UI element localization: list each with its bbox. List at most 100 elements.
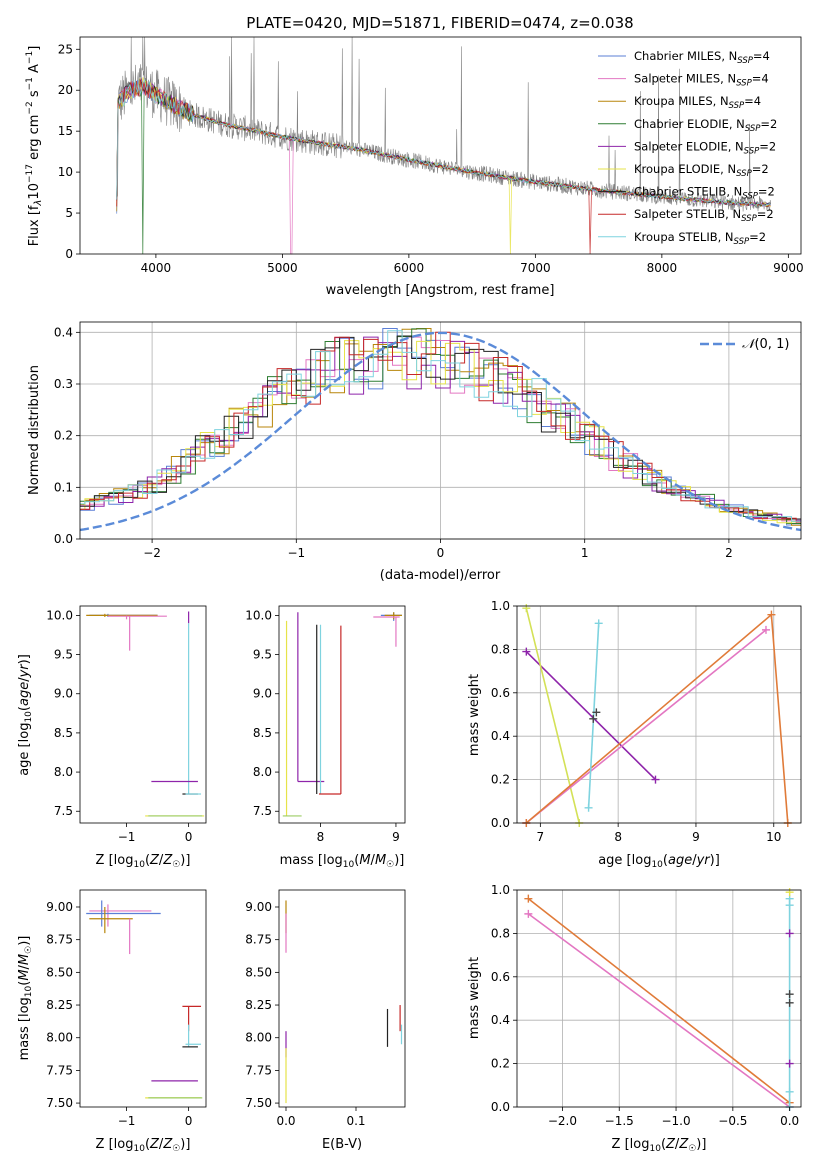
y-tick-label: 7.5 [54, 804, 73, 818]
residual-y-ticks: 0.0 0.1 0.2 0.3 0.4 [54, 325, 80, 546]
y-tick-label: 8.00 [245, 1031, 272, 1045]
y-tick-label: 7.75 [245, 1063, 272, 1077]
x-tick-label: 8 [317, 830, 325, 844]
x-tick-label: 0.0 [276, 1114, 295, 1128]
metallicity-mass-y-label: mass [log10(M/M☉)] [17, 936, 34, 1061]
legend-label: Chabrier ELODIE, NSSP=2 [634, 117, 777, 134]
legend-label: Salpeter STELIB, NSSP=2 [634, 207, 774, 224]
y-tick-label: 8.5 [253, 726, 272, 740]
metallicity-weight-lines [524, 888, 794, 1111]
metallicity-age-errorbars [86, 611, 205, 817]
metallicity-age-x-label: Z [log10(Z/Z☉)] [96, 853, 191, 870]
age-weight-panel: 7 8 9 10 0.0 0.2 0.4 0.6 0.8 1.0 age [log10(age/… [467, 599, 802, 870]
mass-weight-line [525, 651, 657, 781]
y-tick-label: 0.0 [54, 532, 73, 546]
x-tick-label: −0.5 [718, 1114, 747, 1128]
metallicity-age-y-label: age [log10(age/yr)] [17, 654, 34, 776]
mass-weight-marker [767, 610, 776, 619]
y-tick-label: 0.1 [54, 480, 73, 494]
x-tick-label: 6000 [394, 261, 425, 275]
legend-subscript: SSP [737, 56, 753, 66]
extinction-mass-errorbars [285, 900, 403, 1104]
mass-weight-marker [594, 619, 603, 628]
legend-subscript: SSP [734, 237, 750, 247]
observed-spectrum [116, 36, 771, 212]
y-tick-label: 7.75 [46, 1063, 73, 1077]
y-tick-label: 0.2 [491, 1057, 510, 1071]
x-tick-label: 0.1 [346, 1114, 365, 1128]
legend-subscript: SSP [736, 169, 752, 179]
spectrum-panel: PLATE=0420, MJD=51871, FIBERID=0474, z=0… [25, 14, 804, 298]
mass-weight-marker [785, 929, 794, 938]
x-tick-label: 10 [766, 830, 781, 844]
y-tick-label: 10.0 [46, 608, 73, 622]
mass-weight-marker [785, 998, 794, 1007]
mass-weight-marker [524, 894, 533, 903]
y-tick-label: 9.0 [253, 687, 272, 701]
mass-weight-marker [761, 625, 770, 634]
age-weight-y-label: mass weight [467, 674, 482, 756]
y-tick-label: 0.0 [491, 816, 510, 830]
mass-weight-marker [524, 909, 533, 918]
x-tick-label: 4000 [141, 261, 172, 275]
legend-value: =4 [752, 72, 769, 86]
mass-age-y-ticks: 7.5 8.0 8.5 9.0 9.5 10.0 [245, 608, 279, 818]
age-weight-x-ticks: 7 8 9 10 [537, 823, 781, 844]
spectrum-legend: Chabrier MILES, NSSP=4 Salpeter MILES, NS… [598, 49, 777, 247]
legend-subscript: SSP [745, 124, 761, 134]
x-tick-label: 0 [437, 546, 445, 560]
metallicity-weight-x-label: Z [log10(Z/Z☉)] [612, 1137, 707, 1154]
x-tick-label: 0.0 [780, 1114, 799, 1128]
y-tick-label: 7.50 [245, 1096, 272, 1110]
legend-value: =2 [760, 117, 777, 131]
metallicity-weight-axes-frame [516, 889, 802, 1108]
mass-weight-line [525, 629, 767, 824]
y-tick-label: 8.0 [54, 765, 73, 779]
legend-subscript: SSP [736, 79, 752, 89]
y-tick-label: 0.0 [491, 1100, 510, 1114]
legend-label: Salpeter ELODIE, NSSP=2 [634, 139, 776, 156]
metallicity-mass-panel: −1 0 7.50 7.75 8.00 8.25 8.50 8.75 9.00 Z [log1… [17, 889, 207, 1154]
model-spectrum-line [116, 78, 771, 207]
spectrum-data [116, 36, 771, 212]
y-tick-label: 0.8 [491, 642, 510, 656]
y-tick-label: 8.50 [245, 965, 272, 979]
residual-histogram-step [80, 336, 801, 524]
extinction-mass-axes-frame [278, 889, 406, 1108]
spectrum-y-ticks: 0 5 10 15 20 25 [58, 42, 80, 261]
x-tick-label: −1.0 [661, 1114, 690, 1128]
y-tick-label: 0.8 [491, 926, 510, 940]
y-tick-label: 0.3 [54, 377, 73, 391]
y-tick-label: 8.75 [245, 933, 272, 947]
residual-histogram-step [80, 336, 801, 521]
metallicity-mass-y-ticks: 7.50 7.75 8.00 8.25 8.50 8.75 9.00 [46, 900, 80, 1110]
legend-value: =2 [759, 139, 776, 153]
mass-age-axes-frame [278, 605, 406, 824]
x-tick-label: −1 [287, 546, 305, 560]
mass-age-x-label: mass [log10(M/M☉)] [280, 853, 405, 870]
legend-label: Kroupa MILES, NSSP=4 [634, 94, 761, 111]
metallicity-weight-grid [517, 889, 801, 1108]
y-tick-label: 8.25 [245, 998, 272, 1012]
mass-weight-line [525, 608, 580, 824]
y-tick-label: 25 [58, 42, 73, 56]
extinction-mass-panel: 0.0 0.1 7.50 7.75 8.00 8.25 8.50 8.75 9.00 E(B-… [245, 889, 406, 1152]
legend-label: Chabrier MILES, NSSP=4 [634, 49, 770, 66]
metallicity-weight-panel: −2.0 −1.5 −1.0 −0.5 0.0 0.0 0.2 0.4 0.6 0.8 1.0 Z… [467, 883, 802, 1154]
y-tick-label: 1.0 [491, 599, 510, 613]
y-tick-label: 0 [65, 247, 73, 261]
metallicity-age-x-ticks: −1 0 [118, 823, 192, 844]
mass-weight-marker [522, 604, 531, 613]
y-tick-label: 0.4 [491, 1013, 510, 1027]
spectrum-axes-frame [79, 36, 802, 255]
metallicity-age-axes-frame [79, 605, 207, 824]
x-tick-label: 5000 [267, 261, 298, 275]
y-tick-label: 9.00 [46, 900, 73, 914]
spectrum-model-lines [116, 77, 771, 255]
metallicity-age-panel: −1 0 7.58.08.59.09.510.0 Z [log10(Z/Z☉)] … [17, 605, 207, 870]
residual-histogram-step [80, 335, 801, 520]
y-tick-label: 10 [58, 165, 73, 179]
normal-distribution-curve [79, 331, 802, 532]
residual-x-label: (data-model)/error [380, 568, 501, 583]
y-tick-label: 7.50 [46, 1096, 73, 1110]
